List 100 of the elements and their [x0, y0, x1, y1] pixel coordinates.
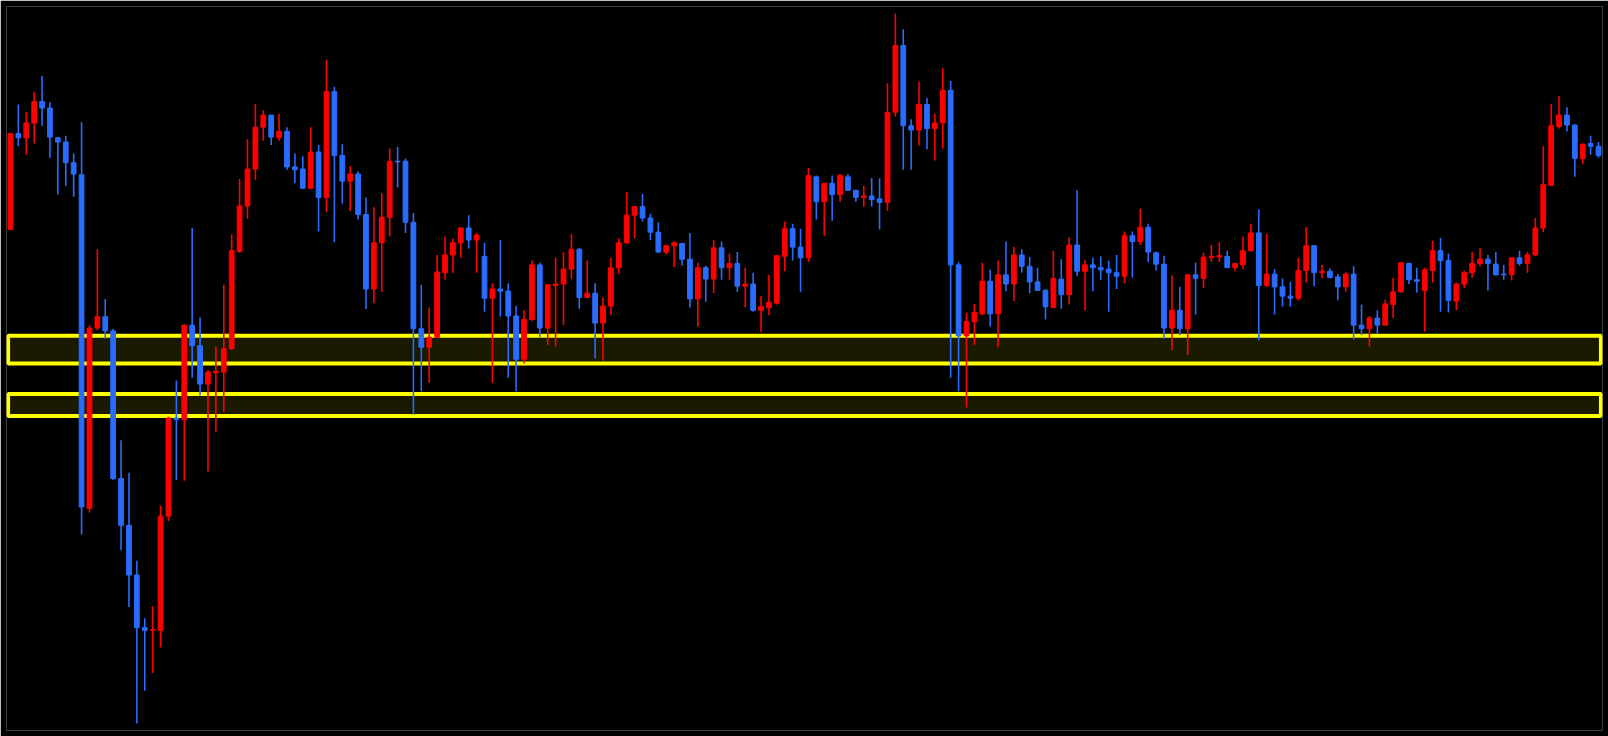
candlestick	[671, 240, 677, 268]
candlestick	[465, 214, 472, 250]
candlestick	[1082, 259, 1088, 312]
candlestick	[821, 182, 828, 237]
candlestick	[971, 303, 978, 346]
candlestick	[600, 296, 606, 362]
candlestick	[347, 165, 354, 212]
candlestick	[1334, 273, 1341, 302]
candlestick	[1216, 241, 1223, 263]
candlestick	[1271, 268, 1278, 316]
candlestick	[1421, 266, 1428, 333]
candlestick	[758, 295, 764, 334]
candlestick	[1192, 261, 1199, 316]
candlestick	[205, 369, 211, 473]
candlestick	[213, 345, 219, 433]
candlestick	[655, 221, 662, 254]
candlestick	[276, 112, 282, 142]
candlestick	[1524, 251, 1531, 274]
candlestick	[1090, 256, 1096, 292]
candlestick	[876, 177, 883, 231]
candlestick	[94, 248, 101, 331]
candlestick	[1137, 207, 1144, 246]
candlestick	[70, 152, 77, 198]
candlestick	[1279, 277, 1286, 308]
candlestick	[1413, 266, 1420, 294]
candlestick	[1097, 255, 1104, 281]
candlestick	[39, 75, 45, 127]
candlestick	[149, 605, 156, 674]
candlestick	[173, 379, 180, 481]
candlestick	[766, 274, 772, 317]
candlestick	[1453, 281, 1460, 312]
candlestick	[742, 266, 749, 309]
candlestick	[1342, 271, 1349, 293]
candlestick	[1153, 250, 1159, 272]
candlestick	[860, 185, 867, 208]
candlestick	[1429, 239, 1436, 284]
candlestick	[734, 251, 741, 293]
candlestick	[450, 237, 456, 274]
candlestick	[1564, 106, 1570, 133]
candlestick	[639, 193, 646, 223]
candlestick	[1129, 230, 1136, 279]
candlestick	[220, 283, 227, 413]
candlestick	[62, 134, 69, 187]
candlestick	[797, 227, 804, 293]
candlestick	[31, 90, 38, 145]
candlestick	[189, 227, 196, 379]
candlestick	[292, 152, 298, 185]
candlestick	[1240, 235, 1246, 270]
candlestick	[560, 251, 567, 326]
candlestick	[23, 111, 30, 156]
candlestick	[1390, 276, 1396, 319]
candlestick	[1374, 309, 1381, 335]
candlestick	[489, 282, 496, 384]
candlestick	[102, 298, 109, 340]
candlestick	[1500, 264, 1507, 281]
candlestick	[442, 235, 448, 281]
candlestick	[457, 226, 464, 259]
candlestick	[1176, 286, 1183, 336]
candlestick	[726, 252, 733, 281]
candlestick	[837, 173, 843, 203]
candlestick	[631, 205, 638, 240]
candlestick	[1026, 256, 1033, 295]
candlestick	[702, 264, 709, 303]
candlestick	[1287, 281, 1294, 308]
candlestick	[1437, 237, 1444, 313]
candlestick	[497, 239, 504, 318]
candlestick	[908, 118, 915, 171]
candlestick	[1169, 274, 1175, 351]
candlestick	[1105, 259, 1112, 313]
candlestick	[718, 240, 725, 281]
candlestick	[568, 233, 575, 280]
candlestick	[868, 177, 875, 208]
candlestick	[418, 283, 425, 393]
candlestick	[1366, 315, 1373, 348]
candlestick	[647, 212, 654, 241]
candlestick	[829, 174, 836, 222]
candlestick	[1508, 256, 1515, 282]
candlestick	[260, 109, 267, 142]
candlestick	[1018, 248, 1025, 274]
candlestick	[15, 103, 22, 148]
candlestick	[299, 155, 306, 190]
candlestick	[426, 306, 433, 384]
candlestick	[1579, 142, 1586, 165]
candlestick	[1263, 232, 1270, 288]
candlestick	[268, 114, 275, 146]
candlestick	[1469, 251, 1475, 279]
candlestick	[1587, 134, 1594, 156]
candlestick	[473, 232, 480, 274]
candlestick	[1248, 222, 1254, 253]
candlestick	[1003, 240, 1009, 292]
candlestick	[54, 136, 61, 196]
candlestick	[552, 256, 559, 348]
candlestick	[1058, 258, 1065, 310]
candlestick	[963, 312, 970, 409]
candlestick	[1556, 95, 1562, 130]
candlestick	[1382, 298, 1389, 326]
candlestick	[789, 222, 796, 262]
candlestick	[1113, 254, 1120, 290]
candlestick	[1492, 251, 1499, 277]
candlestick	[1477, 247, 1483, 268]
